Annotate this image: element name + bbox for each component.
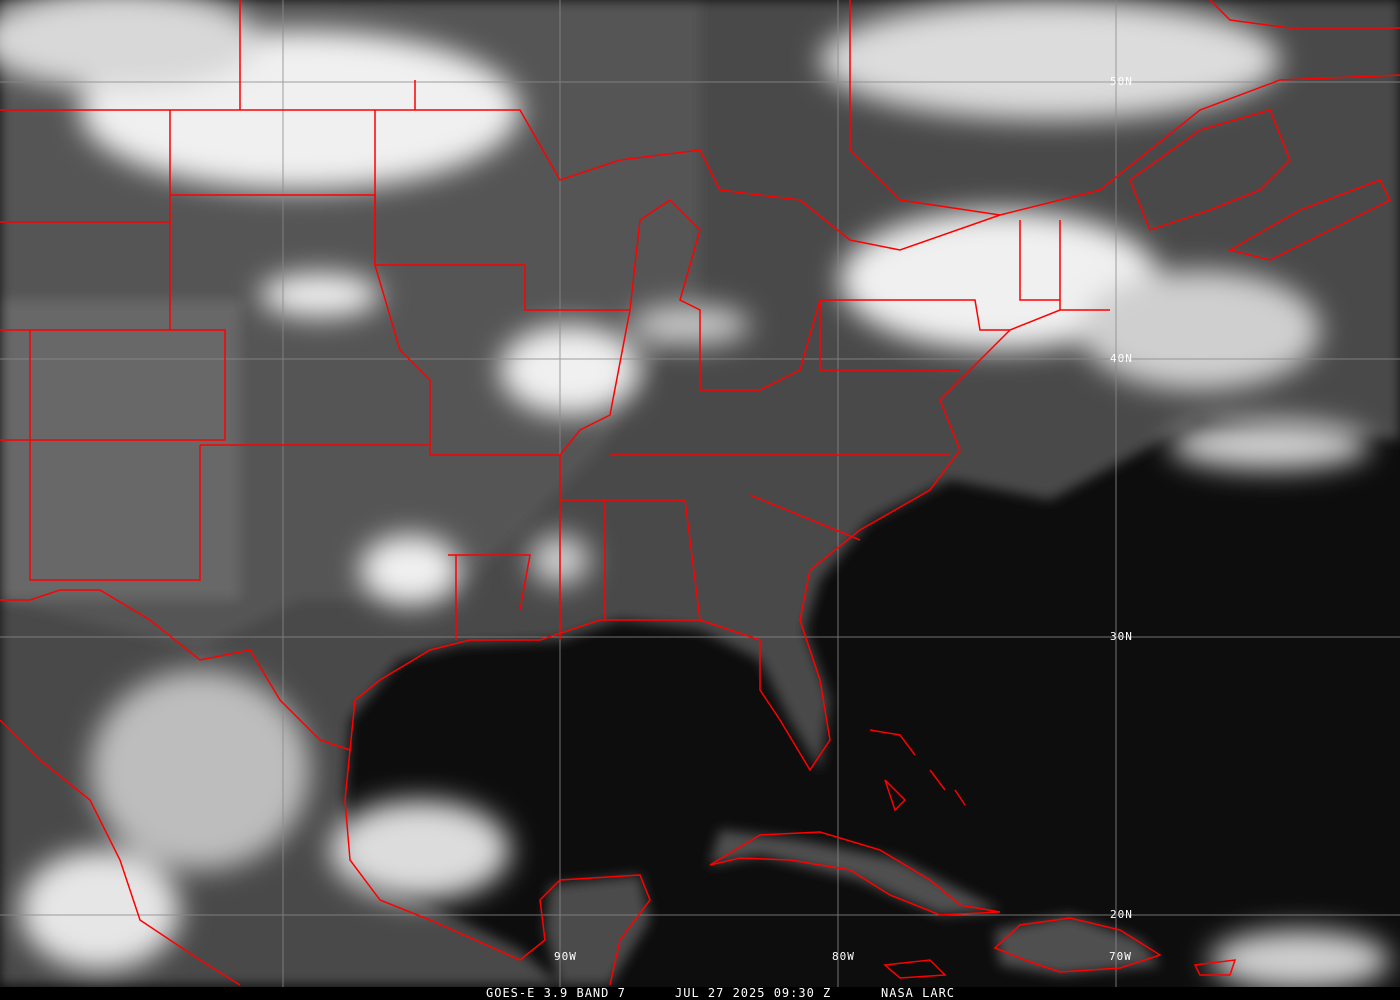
caption-datetime: JUL 27 2025 09:30 Z [675,986,832,1000]
latitude-label-50n: 50N [1110,75,1133,88]
longitude-label-80w: 80W [832,950,855,963]
latitude-label-30n: 30N [1110,630,1133,643]
caption-satellite: GOES-E 3.9 BAND 7 [486,986,626,1000]
longitude-label-70w: 70W [1109,950,1132,963]
latitude-label-40n: 40N [1110,352,1133,365]
longitude-label-90w: 90W [554,950,577,963]
image-caption-bar: GOES-E 3.9 BAND 7 JUL 27 2025 09:30 Z NA… [0,986,1400,1000]
latitude-label-20n: 20N [1110,908,1133,921]
caption-source: NASA LARC [881,986,956,1000]
